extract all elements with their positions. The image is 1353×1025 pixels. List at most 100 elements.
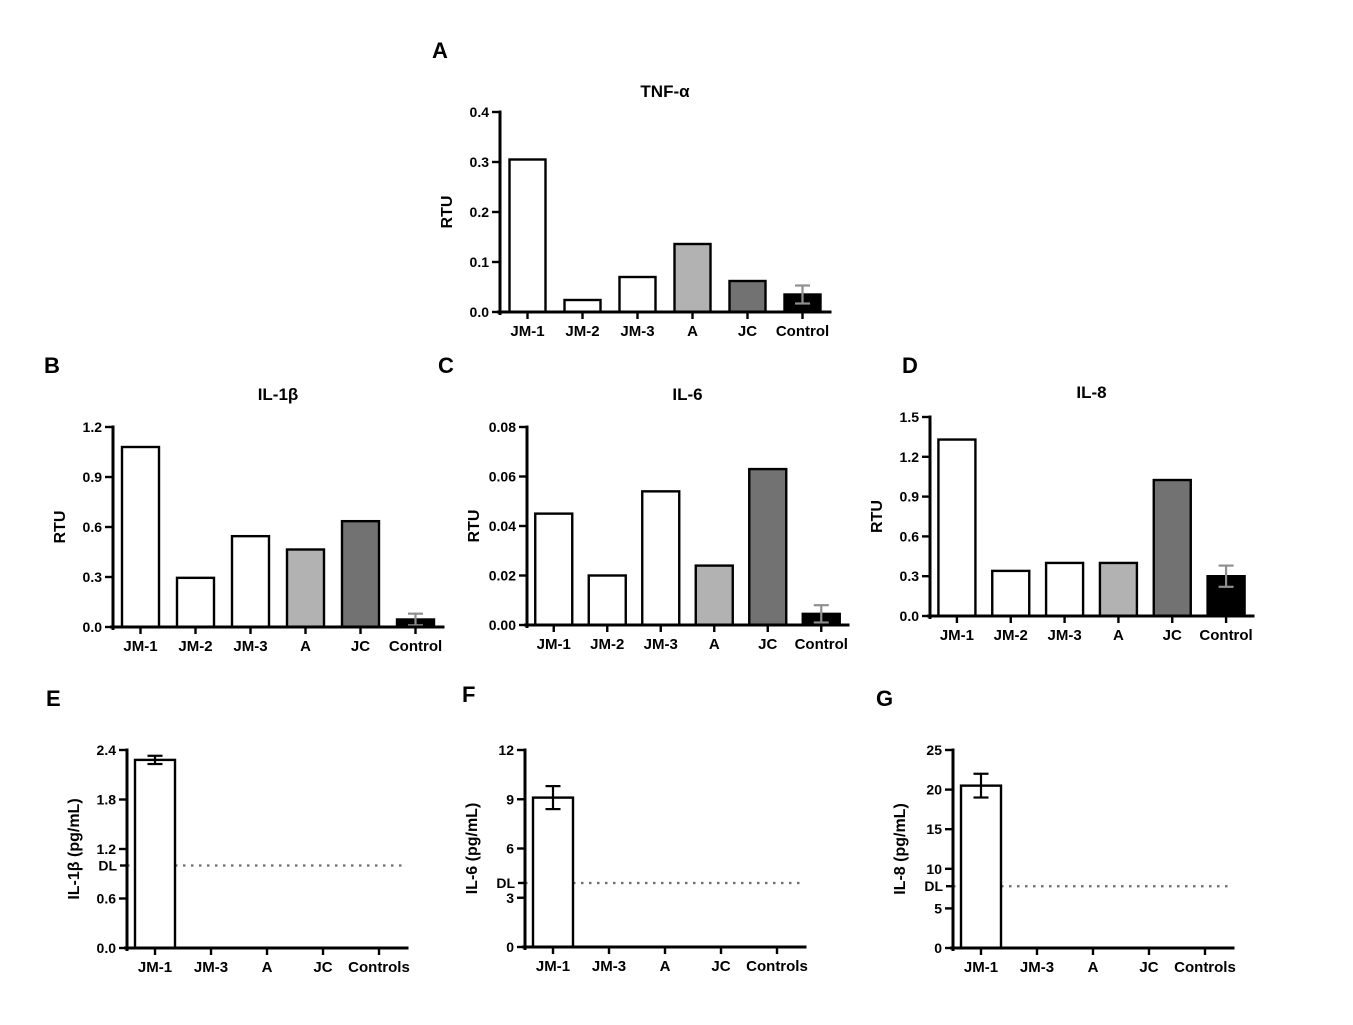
x-tick-label-A: A	[300, 638, 311, 655]
y-axis-label: RTU	[466, 510, 483, 543]
bar-JM-3	[1044, 561, 1085, 618]
y-tick-label: 0.3	[470, 154, 490, 170]
bar-A	[1098, 561, 1139, 618]
y-tick-label: 0.06	[489, 469, 516, 485]
y-tick-label: 0.6	[97, 891, 117, 907]
y-tick-label: 0.4	[470, 104, 490, 120]
bar-JC	[1152, 478, 1192, 618]
bar-JM-2	[991, 569, 1031, 618]
y-tick-label: 1.2	[97, 841, 117, 857]
y-tick-label: 0.0	[83, 619, 103, 635]
bar-JM-2	[587, 574, 627, 627]
x-tick-label-Control: Control	[795, 636, 848, 653]
error-bar-Control	[1218, 564, 1234, 588]
x-tick-label-JC: JC	[1139, 959, 1158, 976]
x-tick-label-JM-2: JM-2	[565, 323, 599, 340]
y-tick-label: 0.0	[900, 608, 920, 624]
x-tick-label-JM-3: JM-3	[620, 323, 654, 340]
panel-E-chart: IL-1β (pg/mL) DL 0.0 0.6 1.2 1.8 2.4 JM-1 JM-3 A J…	[66, 742, 410, 976]
error-bar-Control	[408, 612, 423, 627]
x-tick-label-A: A	[687, 323, 698, 340]
x-tick-label-JM-2: JM-2	[994, 627, 1028, 644]
panel-label-G: G	[876, 686, 894, 711]
y-tick-label: 0.9	[900, 489, 920, 505]
x-tick-label-JM-1: JM-1	[510, 323, 544, 340]
x-tick-label-Control: Control	[389, 638, 442, 655]
bar-JM-1	[937, 438, 977, 618]
detection-limit-label: DL	[924, 878, 943, 894]
y-tick-label: 9	[506, 791, 514, 807]
error-bar-JM-1	[545, 785, 561, 811]
bar-JC	[748, 467, 788, 627]
x-tick-label-JM-1: JM-1	[138, 959, 172, 976]
x-tick-label-JM-1: JM-1	[536, 958, 570, 975]
x-tick-label-JM-3: JM-3	[194, 959, 228, 976]
error-bar-Control	[795, 284, 810, 305]
y-tick-label: 0	[934, 940, 942, 956]
bar-JM-3	[230, 534, 271, 629]
panel-label-A: A	[432, 38, 448, 63]
y-tick-label: 0	[506, 939, 514, 955]
panel-D-chart: IL-8 RTU 0.0 0.3 0.6 0.9 1.2 1.5 JM-1 JM-2 JM-3 A JC…	[869, 383, 1255, 644]
x-tick-label-Controls: Controls	[348, 959, 410, 976]
bar-JM-1	[120, 445, 161, 629]
y-tick-label: 6	[506, 841, 514, 857]
x-tick-label-A: A	[1088, 959, 1099, 976]
bar-JC	[728, 279, 767, 314]
x-tick-label-A: A	[709, 636, 720, 653]
y-tick-label: 1.5	[900, 409, 920, 425]
detection-limit-label: DL	[98, 858, 117, 874]
y-tick-label: 0.9	[83, 469, 103, 485]
y-tick-label: 2.4	[97, 742, 117, 758]
y-tick-label: 0.0	[97, 940, 117, 956]
x-tick-label-JM-2: JM-2	[178, 638, 212, 655]
x-tick-label-JM-3: JM-3	[1047, 627, 1081, 644]
detection-limit-label: DL	[496, 875, 515, 891]
y-tick-label: 0.3	[83, 569, 103, 585]
y-tick-label: 0.1	[470, 254, 490, 270]
x-tick-label-JC: JC	[738, 323, 757, 340]
x-tick-label-JM-1: JM-1	[964, 959, 998, 976]
y-tick-label: 1.2	[900, 449, 920, 465]
bar-A	[285, 548, 326, 629]
error-bar-JM-1	[973, 772, 989, 799]
panel-B-chart: IL-1β RTU 0.0 0.3 0.6 0.9 1.2 JM-1 JM-2 JM-3 A JC Co…	[52, 385, 445, 655]
x-tick-label-Control: Control	[776, 323, 829, 340]
y-tick-label: 1.8	[97, 792, 117, 808]
y-axis-label: IL-6 (pg/mL)	[464, 803, 481, 895]
chart-title: IL-8	[1076, 383, 1106, 402]
panel-label-B: B	[44, 353, 60, 378]
panel-label-C: C	[438, 353, 454, 378]
panel-label-D: D	[902, 353, 918, 378]
x-tick-label-JC: JC	[758, 636, 777, 653]
bar-JM-2	[563, 298, 602, 314]
bar-JM-3	[618, 275, 657, 314]
y-tick-label: 20	[926, 782, 942, 798]
x-tick-label-JM-3: JM-3	[1020, 959, 1054, 976]
chart-title: IL-6	[672, 385, 702, 404]
bar-A	[673, 242, 712, 314]
chart-title: IL-1β	[258, 385, 299, 404]
x-tick-label-JM-2: JM-2	[590, 636, 624, 653]
y-tick-label: 0.04	[489, 518, 516, 534]
x-tick-label-JM-1: JM-1	[123, 638, 157, 655]
y-axis-label: RTU	[52, 511, 69, 544]
x-tick-label-JM-3: JM-3	[233, 638, 267, 655]
bar-JM-1	[508, 158, 547, 314]
x-tick-label-JM-1: JM-1	[537, 636, 571, 653]
y-tick-label: 3	[506, 890, 514, 906]
x-tick-label-JC: JC	[1163, 627, 1182, 644]
y-tick-label: 0.08	[489, 419, 516, 435]
panel-F-chart: IL-6 (pg/mL) DL 0 3 6 9 12 JM-1 JM-3 A JC Controls	[464, 742, 808, 975]
bar-JM-2	[175, 576, 216, 629]
error-bar-Control	[813, 604, 829, 624]
x-tick-label-Controls: Controls	[1174, 959, 1236, 976]
y-tick-label: 10	[926, 861, 942, 877]
y-tick-label: 0.0	[470, 304, 490, 320]
bar-JM-1	[531, 796, 575, 949]
x-tick-label-JC: JC	[711, 958, 730, 975]
y-tick-label: 0.00	[489, 617, 516, 633]
x-tick-label-Control: Control	[1199, 627, 1252, 644]
x-tick-label-Controls: Controls	[746, 958, 808, 975]
